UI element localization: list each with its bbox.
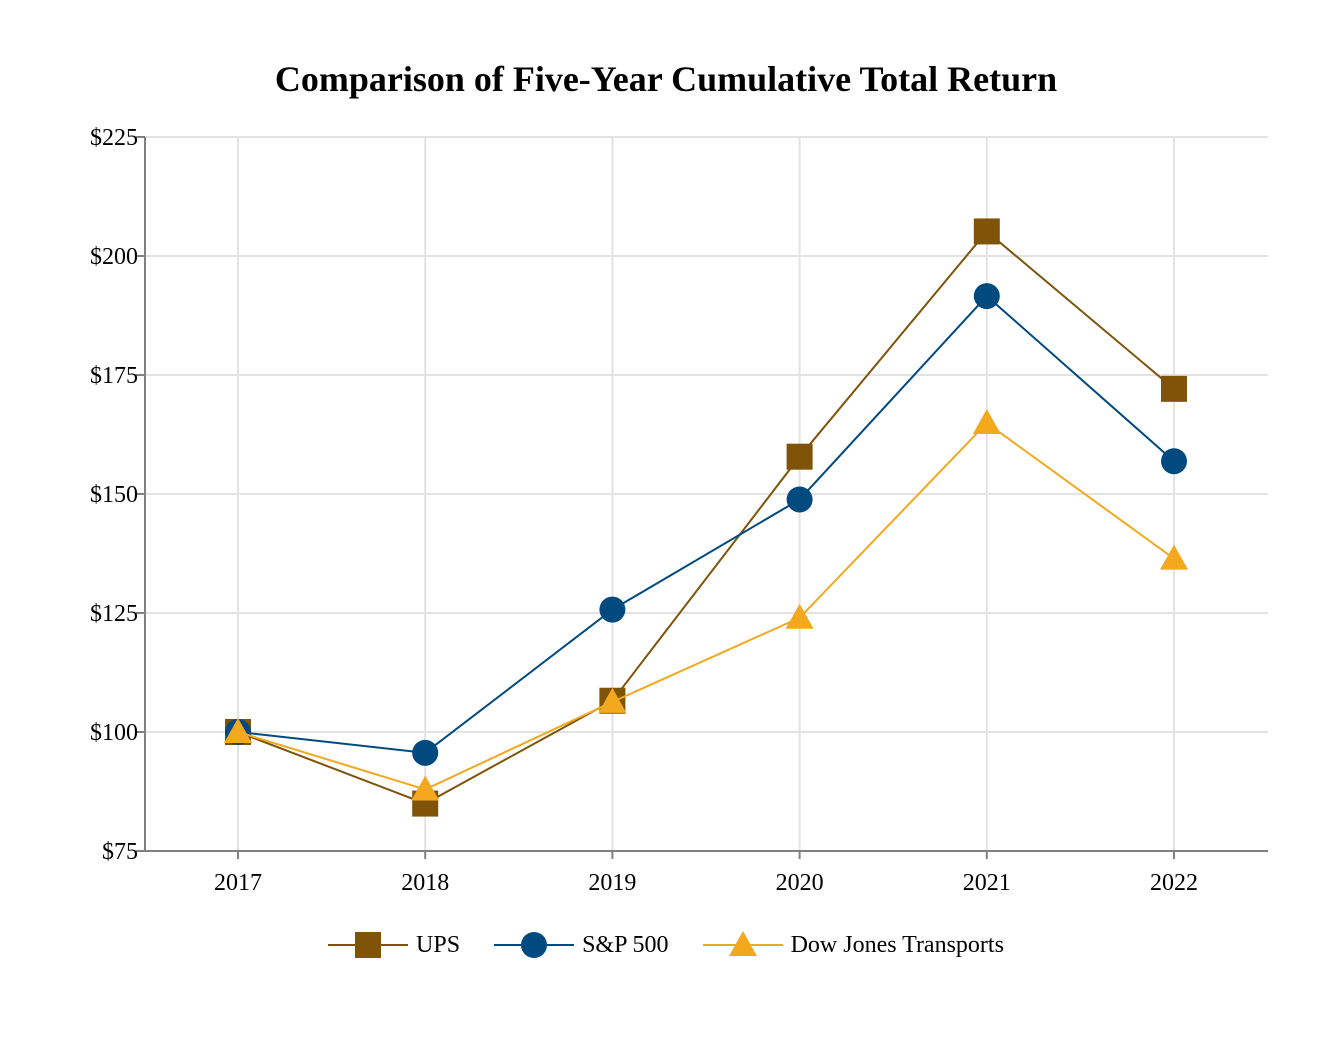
- y-tick-label: $125: [90, 601, 138, 627]
- x-tick-label: 2020: [776, 870, 824, 896]
- x-tick-label: 2022: [1150, 870, 1198, 896]
- legend-label: UPS: [416, 931, 461, 958]
- series-s-p-500: [225, 283, 1187, 766]
- legend-swatch: [702, 931, 783, 956]
- y-tick-label: $150: [90, 482, 138, 508]
- data-point: [973, 283, 1000, 310]
- data-point: [973, 218, 1000, 245]
- y-tick-label: $175: [90, 363, 138, 389]
- legend: UPS S&P 500 Dow Jones Transports: [0, 930, 1332, 960]
- y-tick-label: $100: [90, 720, 138, 746]
- data-point: [411, 775, 440, 801]
- data-point: [224, 718, 252, 743]
- x-tick-label: 2019: [588, 870, 636, 896]
- series-line: [237, 230, 1175, 805]
- legend-marker: [521, 932, 548, 958]
- data-point: [412, 739, 439, 766]
- x-tick-label: 2017: [214, 870, 262, 896]
- x-tick-label: 2018: [401, 870, 449, 896]
- legend-label: Dow Jones Transports: [790, 931, 1004, 958]
- legend-label: S&P 500: [582, 931, 669, 958]
- data-point: [1160, 544, 1188, 570]
- legend-marker: [355, 932, 382, 958]
- y-tick-label: $225: [90, 125, 138, 151]
- series-line: [237, 294, 1175, 754]
- legend-swatch: [494, 932, 575, 958]
- data-point: [598, 687, 627, 713]
- gridlines: [145, 136, 1268, 851]
- legend-item: UPS: [328, 930, 460, 960]
- data-point: [785, 603, 814, 629]
- legend-marker: [728, 931, 757, 956]
- data-point: [786, 443, 813, 470]
- legend-item: S&P 500: [494, 930, 669, 960]
- data-point: [1161, 375, 1187, 402]
- data-point: [972, 409, 1001, 435]
- data-point: [786, 486, 813, 513]
- series-line: [237, 421, 1175, 791]
- chart-title: Comparison of Five-Year Cumulative Total…: [274, 59, 1058, 99]
- series-group: [224, 218, 1188, 817]
- data-point: [1161, 448, 1187, 475]
- series-ups: [225, 218, 1187, 817]
- legend-item: Dow Jones Transports: [702, 930, 1004, 960]
- axes: $75 $100 $125 $150 $175 $200 $225 2017 2018 2019 2…: [90, 125, 1268, 896]
- data-point: [599, 596, 626, 623]
- legend-swatch: [328, 932, 409, 958]
- x-tick-label: 2021: [963, 870, 1011, 896]
- y-tick-label: $200: [90, 244, 138, 270]
- y-tick-label: $75: [102, 839, 138, 865]
- series-dow-jones-transports: [224, 409, 1188, 801]
